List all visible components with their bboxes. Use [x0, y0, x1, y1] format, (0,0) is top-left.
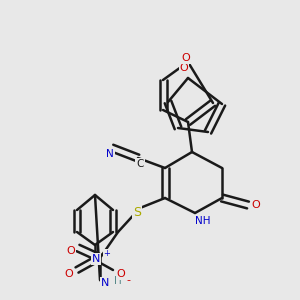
Text: S: S: [133, 206, 141, 218]
Text: O: O: [67, 246, 75, 256]
Text: N: N: [106, 149, 114, 159]
Text: H: H: [114, 276, 122, 286]
Text: O: O: [180, 63, 188, 73]
Text: N: N: [92, 254, 100, 264]
Text: N: N: [101, 278, 109, 288]
Text: -: -: [126, 275, 130, 285]
Text: O: O: [64, 269, 74, 279]
Text: NH: NH: [195, 216, 211, 226]
Text: C: C: [136, 159, 144, 169]
Text: O: O: [252, 200, 260, 210]
Text: O: O: [182, 53, 190, 63]
Text: O: O: [117, 269, 125, 279]
Text: +: +: [103, 250, 110, 259]
